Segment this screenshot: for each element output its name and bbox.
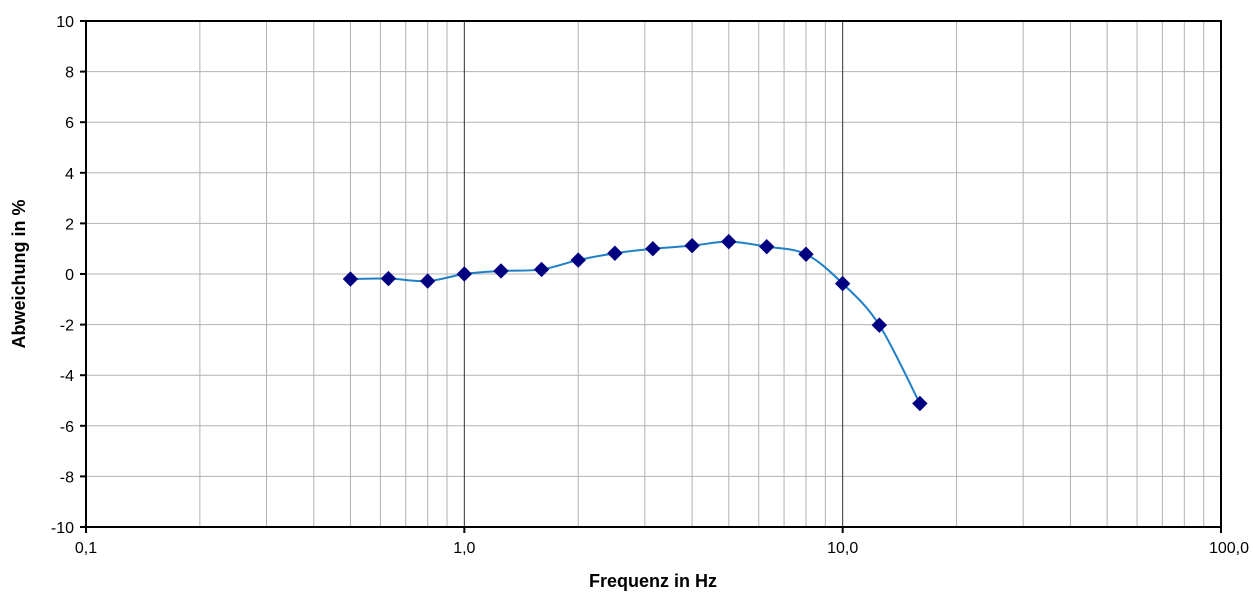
data-point [456, 266, 473, 282]
data-point [912, 395, 928, 412]
data-point [419, 273, 436, 289]
y-axis-title: Abweichung in % [9, 199, 29, 348]
x-axis-title: Frequenz in Hz [589, 571, 717, 591]
data-point [798, 246, 814, 262]
x-tick-label: 0,1 [75, 540, 97, 557]
y-tick-label: -4 [60, 368, 74, 385]
y-tick-label: 2 [65, 216, 74, 233]
x-tick-label: 100,0 [1209, 540, 1249, 557]
y-tick-label: 8 [65, 65, 74, 82]
x-tick-label: 10,0 [827, 540, 858, 557]
data-point [570, 252, 586, 268]
tick-labels: -10 -8 -6 -4 -2 0 2 4 6 8 10 0,1 1,0 10,0 100,0 [51, 14, 1249, 557]
data-point [645, 240, 661, 257]
data-point [493, 263, 509, 279]
data-point [871, 317, 888, 333]
axes [80, 20, 1222, 533]
data-point [834, 275, 851, 292]
series-markers [342, 233, 928, 412]
data-point [721, 233, 737, 250]
y-tick-label: -2 [60, 318, 74, 335]
grid-minor [86, 21, 1221, 527]
data-point [759, 238, 775, 255]
x-tick-label: 1,0 [453, 540, 475, 557]
y-tick-label: -8 [60, 469, 74, 486]
y-tick-label: 0 [65, 267, 74, 284]
data-point [684, 237, 700, 254]
y-tick-label: 10 [56, 14, 74, 31]
y-tick-label: -6 [60, 419, 74, 436]
series-line-group [350, 240, 921, 404]
data-point [380, 270, 397, 287]
series-line [350, 240, 921, 404]
data-point [342, 271, 359, 287]
data-point [533, 261, 550, 278]
y-tick-label: 6 [65, 115, 74, 132]
data-point [607, 245, 623, 261]
y-tick-label: -10 [51, 520, 74, 537]
y-tick-label: 4 [65, 166, 74, 183]
